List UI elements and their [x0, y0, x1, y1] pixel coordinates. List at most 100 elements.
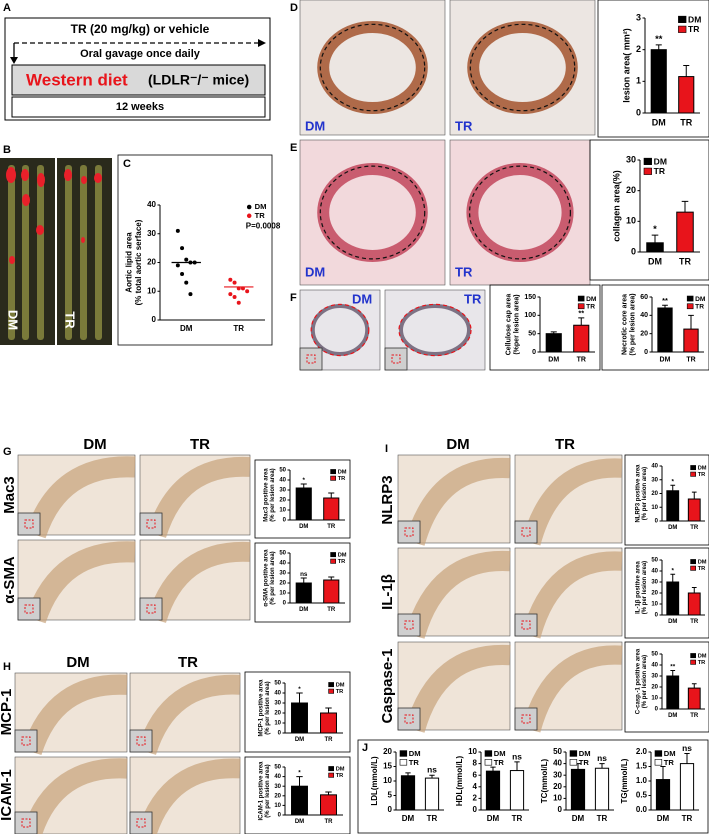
- legend-label: DM: [698, 654, 707, 660]
- image-label: DM: [305, 118, 325, 133]
- bar: [485, 770, 501, 811]
- gavage-text: Oral gavage once daily: [80, 48, 201, 60]
- y-tick-label: 0: [558, 805, 563, 814]
- legend-label: DM: [336, 767, 345, 773]
- inset: [139, 597, 163, 621]
- panel-c-frame: [117, 154, 273, 346]
- legend-label: DM: [586, 296, 597, 303]
- y-tick-label: 1.5: [636, 762, 648, 771]
- y-tick-label: 40: [274, 691, 281, 697]
- y-tick-label: 0: [283, 518, 287, 524]
- legend-swatch: [328, 688, 335, 694]
- y-tick-label: 20: [274, 793, 281, 799]
- y-tick-label: 40: [651, 569, 658, 575]
- y-axis-label: Mac3 positive area: [263, 468, 269, 522]
- bar: [594, 767, 610, 811]
- legend-label: DM: [698, 560, 707, 566]
- error-bar: [328, 576, 335, 580]
- y-axis-label: TG(mmol/L): [620, 758, 629, 803]
- column-header: TR: [555, 436, 575, 453]
- inset: [139, 512, 163, 536]
- error-bar: [670, 573, 676, 582]
- y-tick-label: 50: [528, 331, 536, 338]
- y-tick-label: 1.0: [636, 776, 648, 785]
- legend-label: TR: [255, 211, 266, 220]
- y-tick-label: 10: [274, 803, 281, 809]
- y-tick-label: 20: [626, 185, 636, 195]
- inset-roi: [21, 736, 31, 746]
- legend-swatch: [678, 25, 687, 33]
- row-header: Caspase-1: [379, 648, 396, 723]
- y-axis-label: (% per lesion area): [642, 561, 648, 614]
- significance: *: [298, 686, 301, 693]
- image-label: DM: [305, 264, 325, 279]
- legend-swatch: [690, 653, 696, 659]
- y-tick-label: 5: [388, 791, 393, 800]
- chart-frame: [624, 547, 709, 639]
- tissue-band: [405, 550, 511, 639]
- legend-label: TR: [664, 758, 675, 767]
- y-tick-label: 40: [640, 312, 648, 319]
- lesion-ring: [317, 21, 428, 114]
- y-axis-label: lesion area( mm²): [622, 28, 632, 103]
- y-tick-label: 20: [651, 591, 658, 597]
- y-axis-label: MCP-1 positive area: [258, 679, 264, 737]
- y-tick-label: 30: [553, 770, 562, 779]
- y-tick-label: 30: [651, 580, 658, 586]
- row-header: α-SMA: [1, 556, 18, 604]
- significance: **: [662, 296, 668, 305]
- legend-label: TR: [409, 758, 420, 767]
- y-axis-label: ICAM-1 positive area: [258, 761, 264, 821]
- legend-swatch: [690, 565, 696, 571]
- row-header: MCP-1: [0, 689, 15, 736]
- legend-swatch: [577, 303, 585, 310]
- legend-label: TR: [698, 472, 706, 478]
- lesion-ring: [399, 304, 471, 356]
- error-bar: [684, 752, 690, 764]
- y-tick-label: 0: [532, 349, 536, 356]
- y-axis-label: HDL(mmol/L): [455, 756, 464, 807]
- row-header: IL-1β: [379, 574, 396, 610]
- x-tick-label: DM: [660, 357, 671, 364]
- x-tick-label: DM: [548, 357, 559, 364]
- chart-frame: [244, 756, 351, 834]
- inset: [397, 613, 421, 637]
- point: [232, 295, 237, 299]
- y-tick-label: 50: [279, 551, 286, 557]
- legend-swatch: [328, 772, 335, 778]
- y-tick-label: 50: [274, 681, 281, 687]
- legend-swatch: [690, 471, 696, 477]
- y-tick-label: 15: [383, 762, 392, 771]
- bar: [676, 211, 694, 253]
- x-tick-label: TR: [679, 256, 691, 266]
- x-tick-label: TR: [327, 524, 336, 530]
- y-axis-label: (% per lesion area): [265, 764, 271, 817]
- bar: [687, 592, 701, 616]
- lesion-outline: [469, 23, 576, 112]
- legend-label: DM: [338, 553, 347, 559]
- inset-roi: [24, 604, 34, 614]
- image-label: TR: [455, 118, 473, 133]
- bar: [291, 785, 308, 816]
- inset: [17, 512, 41, 536]
- diet-box: [11, 64, 266, 96]
- y-axis-label: (% per lesion area): [642, 467, 648, 520]
- point: [228, 277, 233, 282]
- point: [236, 300, 241, 305]
- y-tick-label: 100: [524, 312, 536, 319]
- image-label: TR: [455, 264, 473, 279]
- mice-text: (LDLR⁻/⁻ mice): [148, 72, 249, 88]
- y-tick-label: 2: [636, 44, 641, 54]
- chart-frame: [624, 454, 709, 546]
- legend-swatch: [399, 759, 408, 766]
- legend-label: TR: [654, 166, 665, 176]
- panel-j-frame: [357, 739, 709, 834]
- aorta-strips: [8, 165, 102, 340]
- row-header: ICAM-1: [0, 769, 15, 821]
- y-axis-label: Cellulose cap area: [505, 294, 512, 356]
- x-tick-label: TR: [690, 713, 699, 719]
- y-axis-label: NLRP3 positive area: [635, 464, 641, 523]
- y-tick-label: 40: [553, 759, 562, 768]
- bar: [320, 794, 337, 816]
- legend-swatch: [690, 465, 696, 471]
